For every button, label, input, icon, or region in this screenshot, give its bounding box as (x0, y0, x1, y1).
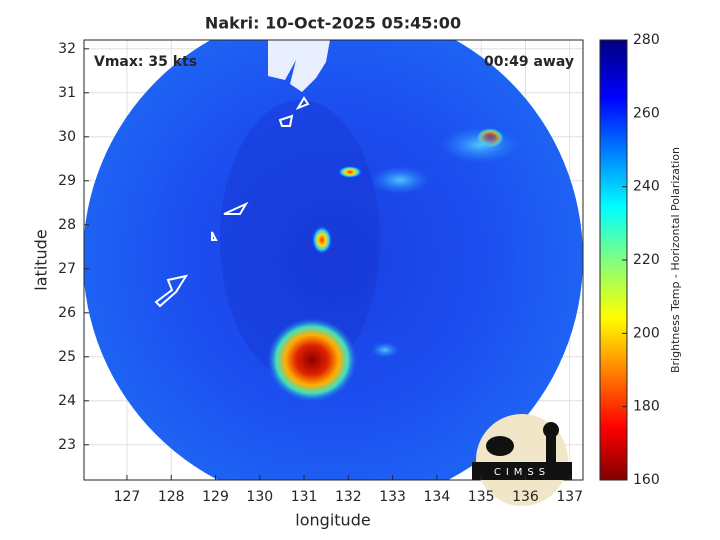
y-tick-label: 25 (58, 349, 76, 365)
colorbar-tick-label: 220 (633, 252, 660, 268)
x-tick-label: 135 (468, 489, 495, 505)
logo: CIMSS (472, 414, 572, 506)
chart-title: Nakri: 10-Oct-2025 05:45:00 (205, 14, 461, 33)
x-tick-label: 137 (556, 489, 583, 505)
x-tick-label: 127 (114, 489, 141, 505)
y-tick-label: 28 (58, 217, 76, 233)
colorbar-label: Brightness Temp - Horizontal Polarizatio… (669, 147, 682, 373)
y-axis-label: latitude (32, 229, 51, 290)
colorbar-tick-label: 180 (633, 399, 660, 415)
colorbar-tick-label: 160 (633, 472, 660, 488)
x-tick-label: 129 (202, 489, 229, 505)
colorbar-tick-label: 280 (633, 32, 660, 48)
annotation: 00:49 away (484, 54, 574, 70)
y-tick-label: 27 (58, 261, 76, 277)
y-tick-label: 31 (58, 85, 76, 101)
x-tick-label: 132 (335, 489, 362, 505)
y-tick-label: 29 (58, 173, 76, 189)
y-tick-label: 23 (58, 437, 76, 453)
plot-frame (83, 39, 584, 481)
x-tick-label: 136 (512, 489, 539, 505)
y-tick-label: 24 (58, 393, 76, 409)
x-tick-label: 134 (424, 489, 451, 505)
colorbar-tick-label: 260 (633, 105, 660, 121)
x-tick-label: 128 (158, 489, 185, 505)
colorbar-tick-label: 200 (633, 325, 660, 341)
colorbar-tick-label: 240 (633, 179, 660, 195)
x-tick-label: 133 (379, 489, 406, 505)
x-axis-label: longitude (295, 511, 370, 530)
x-tick-label: 130 (246, 489, 273, 505)
annotation: Vmax: 35 kts (94, 54, 197, 70)
x-tick-label: 131 (291, 489, 318, 505)
y-tick-label: 32 (58, 41, 76, 57)
y-tick-label: 26 (58, 305, 76, 321)
logo-text: CIMSS (494, 467, 550, 478)
satellite-image (84, 40, 583, 480)
y-tick-label: 30 (58, 129, 76, 145)
